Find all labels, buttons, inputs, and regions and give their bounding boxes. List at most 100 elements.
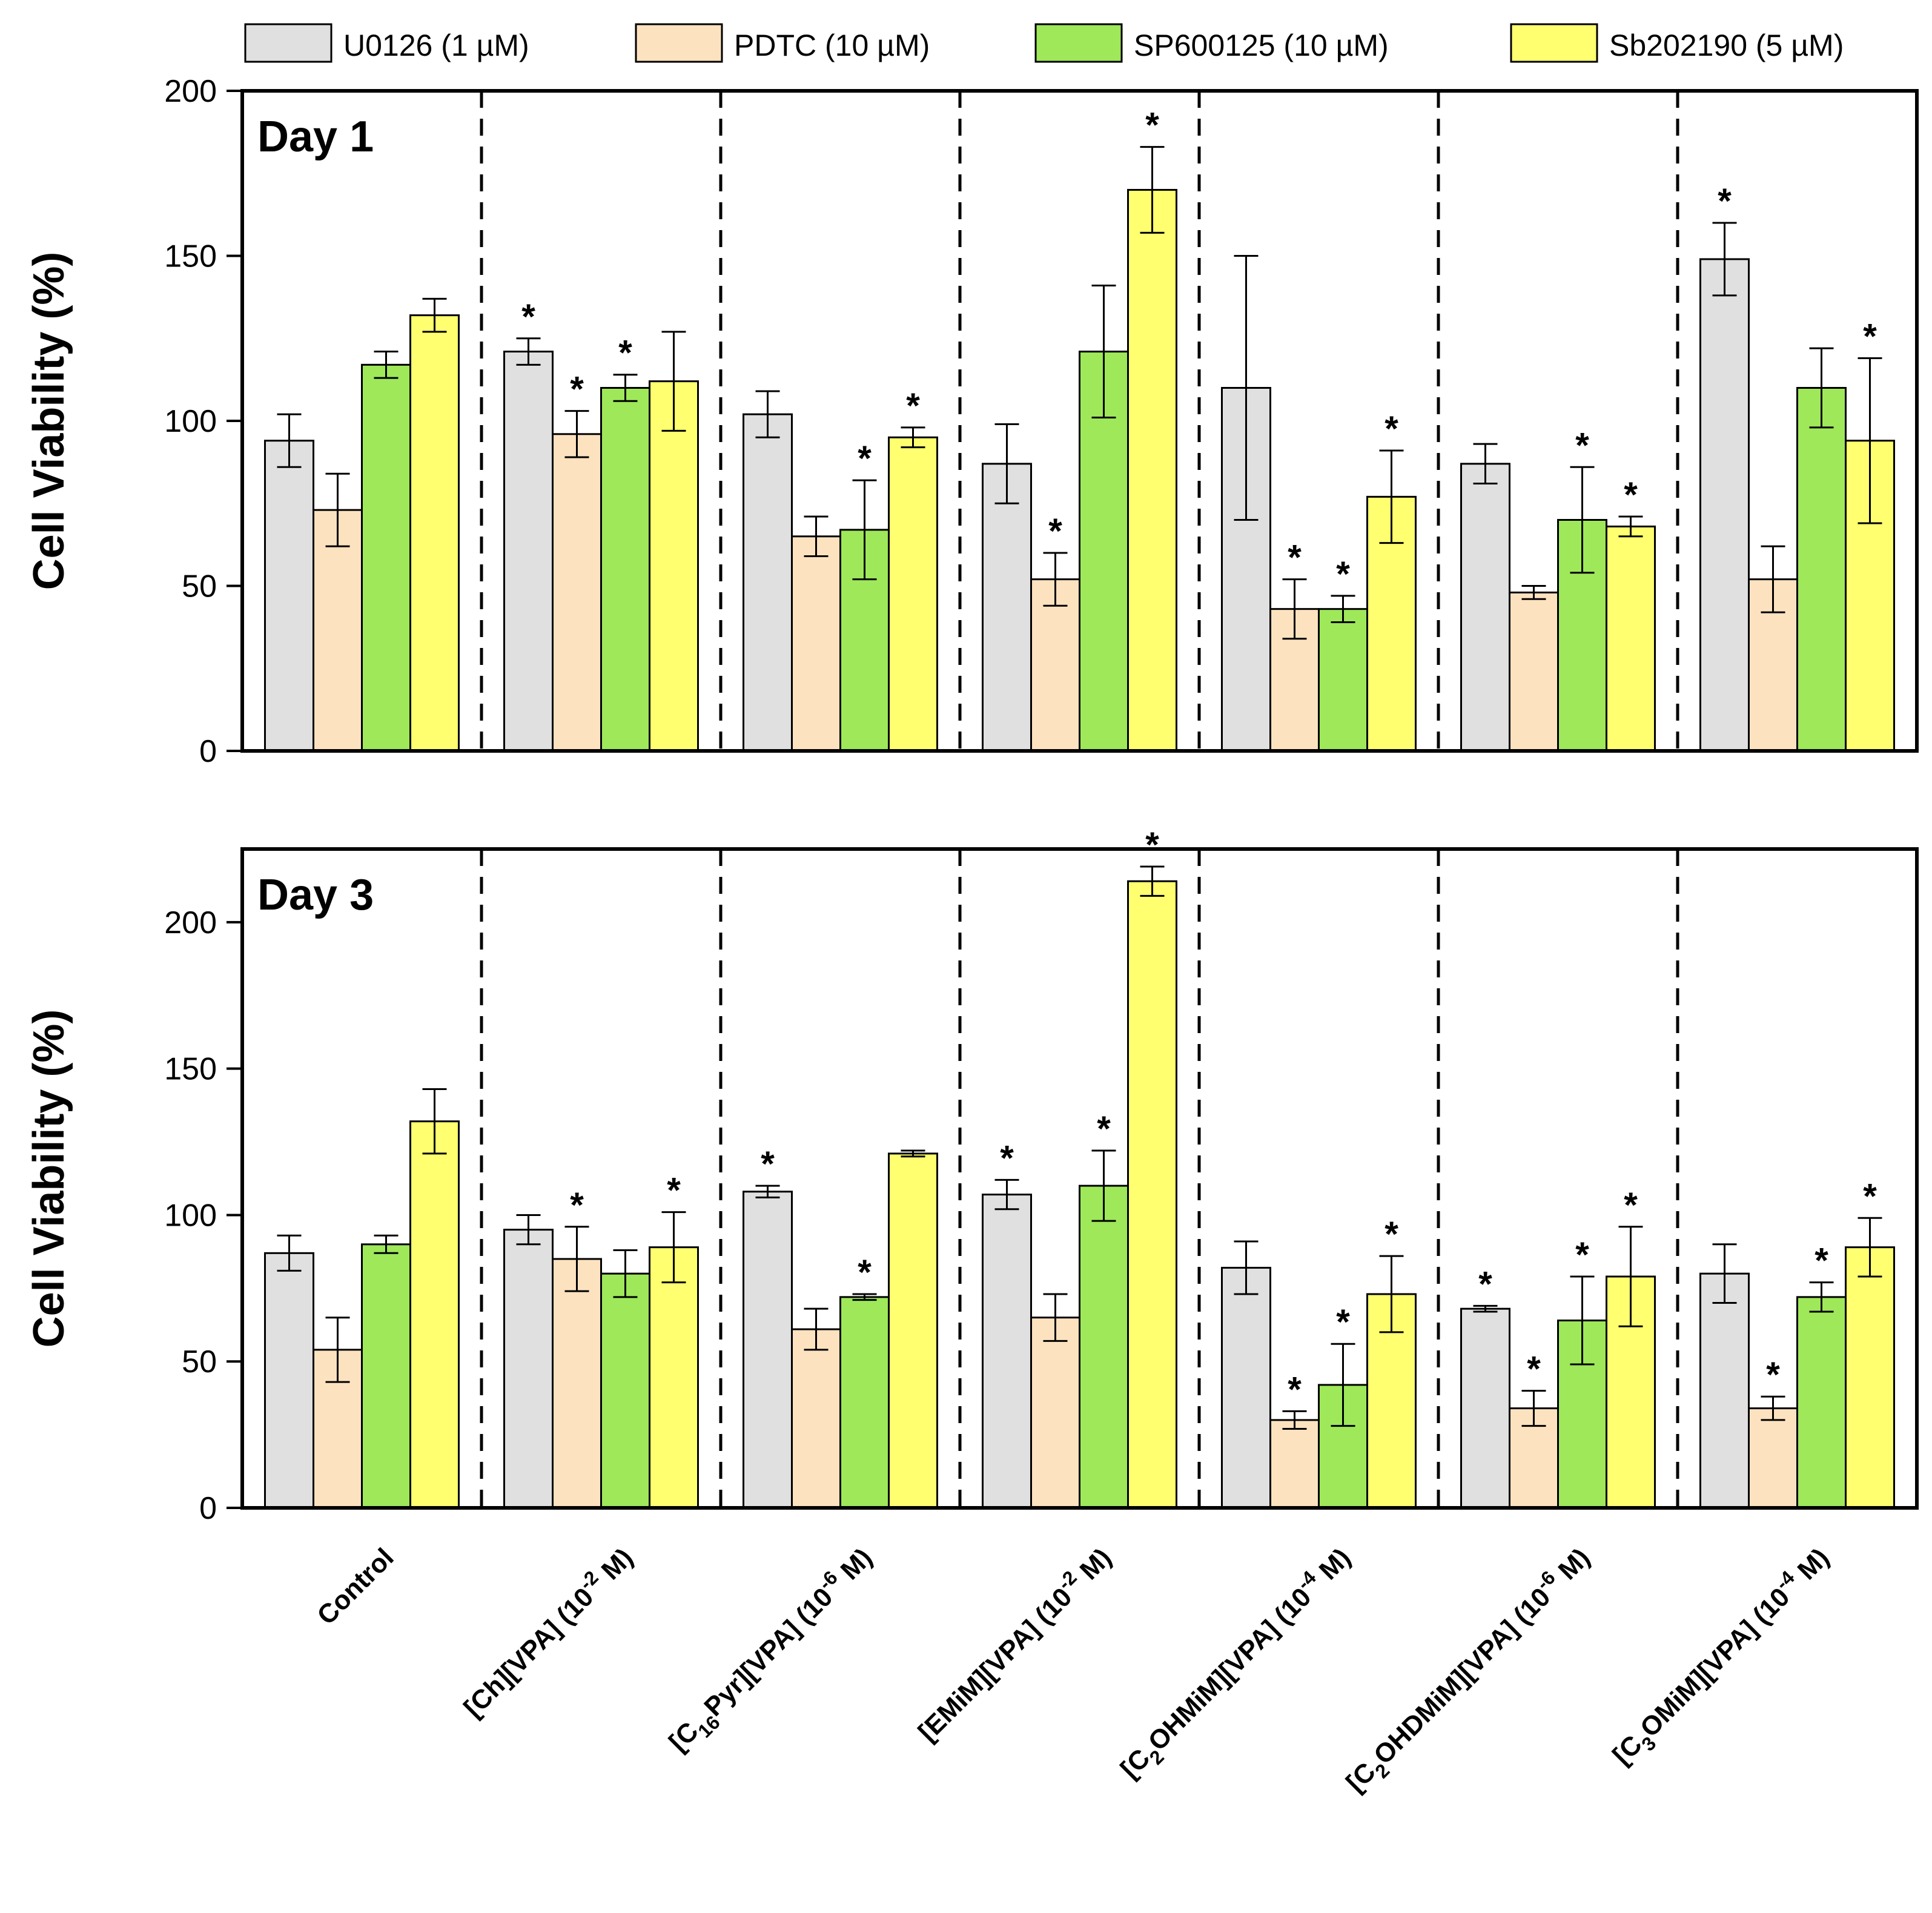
panel-day-1: Cell Viability (%) Day 1 0 50 100 150 200 * * * * *… xyxy=(25,74,1919,769)
significance-mark: * xyxy=(1624,1186,1638,1225)
significance-mark: * xyxy=(667,1171,681,1211)
legend-item-1: U0126 (1 µM) xyxy=(244,23,529,63)
significance-mark: * xyxy=(1145,825,1159,865)
significance-mark: * xyxy=(1097,1109,1111,1149)
bar xyxy=(743,413,793,752)
y-tick-label: 0 xyxy=(199,734,217,769)
bar xyxy=(888,1152,938,1509)
bar xyxy=(1509,591,1559,752)
x-category-label: Control xyxy=(311,1542,399,1630)
bar xyxy=(409,314,460,752)
bar xyxy=(552,433,602,752)
bar xyxy=(264,440,314,752)
significance-mark: * xyxy=(570,370,584,409)
bar xyxy=(791,535,841,752)
bar xyxy=(1127,189,1177,752)
bar xyxy=(649,380,699,752)
bar xyxy=(1079,1184,1129,1509)
bar xyxy=(1845,1246,1895,1509)
y-tick-label: 100 xyxy=(164,1198,217,1233)
bar xyxy=(982,1194,1032,1509)
bar xyxy=(839,1296,890,1509)
legend-swatch xyxy=(1510,23,1598,63)
significance-mark: * xyxy=(858,439,872,478)
significance-mark: * xyxy=(1048,512,1062,551)
bar xyxy=(1699,258,1750,752)
bar xyxy=(361,363,411,752)
x-category-label: [Ch][VPA] (10-2 M) xyxy=(455,1539,639,1723)
bar xyxy=(1318,608,1368,752)
legend: U0126 (1 µM) PDTC (10 µM) SP600125 (10 µM)… xyxy=(244,23,1844,63)
bar xyxy=(313,509,363,752)
bar xyxy=(1221,1266,1271,1509)
x-category-label: [C3OMiM][VPA] (10-4 M) xyxy=(1604,1539,1840,1776)
bar xyxy=(982,463,1032,752)
bar xyxy=(1127,880,1177,1509)
significance-mark: * xyxy=(1288,538,1302,578)
significance-mark: * xyxy=(1575,1235,1589,1275)
bar xyxy=(503,1229,554,1509)
panel-day-3: Cell Viability (%) Day 3 0 50 100 150 200 * * * * *… xyxy=(25,825,1919,1526)
bar xyxy=(1269,1419,1320,1509)
significance-mark: * xyxy=(1863,1177,1877,1216)
y-axis-title: Cell Viability (%) xyxy=(25,1009,73,1348)
legend-label: Sb202190 (5 µM) xyxy=(1609,28,1844,62)
bar xyxy=(1030,1317,1080,1509)
bar xyxy=(503,351,554,752)
x-category-labels: Control [Ch][VPA] (10-2 M)[C16Pyr][VPA] (… xyxy=(311,1539,1840,1803)
bar xyxy=(1460,463,1510,752)
bar xyxy=(1030,578,1080,752)
significance-mark: * xyxy=(761,1145,775,1184)
significance-mark: * xyxy=(1624,475,1638,515)
legend-item-3: SP600125 (10 µM) xyxy=(1034,23,1389,63)
legend-swatch xyxy=(244,23,332,63)
significance-mark: * xyxy=(1575,426,1589,465)
y-tick-label: 0 xyxy=(199,1491,217,1526)
significance-mark: * xyxy=(1527,1350,1541,1389)
legend-swatch xyxy=(635,23,723,63)
bar xyxy=(649,1246,699,1509)
significance-mark: * xyxy=(1478,1264,1492,1304)
bar xyxy=(552,1258,602,1509)
legend-label: PDTC (10 µM) xyxy=(734,28,930,62)
plot-frame xyxy=(240,89,1919,753)
significance-mark: * xyxy=(1000,1138,1014,1178)
bar xyxy=(1460,1307,1510,1509)
significance-mark: * xyxy=(858,1253,872,1292)
panel-title: Day 1 xyxy=(257,113,374,161)
panel-title: Day 3 xyxy=(257,871,374,919)
bar xyxy=(1796,1296,1847,1509)
significance-mark: * xyxy=(618,334,632,373)
bar xyxy=(1606,525,1656,752)
bar xyxy=(1796,387,1847,752)
bar xyxy=(361,1243,411,1509)
significance-mark: * xyxy=(1384,1215,1398,1254)
significance-mark: * xyxy=(1718,182,1732,221)
bar xyxy=(888,436,938,752)
significance-mark: * xyxy=(521,297,535,337)
bar xyxy=(791,1328,841,1509)
x-category-label: [C2OHDMiM][VPA] (10-6 M) xyxy=(1337,1539,1601,1803)
legend-label: U0126 (1 µM) xyxy=(343,28,529,62)
significance-mark: * xyxy=(1336,1303,1350,1342)
significance-mark: * xyxy=(1336,555,1350,594)
y-tick-label: 50 xyxy=(182,1344,217,1379)
y-tick-label: 200 xyxy=(164,74,217,109)
bar xyxy=(264,1252,314,1509)
x-category-label: [EMiM][VPA] (10-2 M) xyxy=(909,1539,1117,1747)
x-category-label: [C16Pyr][VPA] (10-6 M) xyxy=(660,1539,883,1762)
legend-swatch xyxy=(1034,23,1123,63)
plot-frame xyxy=(240,847,1919,1510)
y-tick-label: 200 xyxy=(164,905,217,940)
bar xyxy=(600,387,650,752)
significance-mark: * xyxy=(1384,409,1398,449)
bar xyxy=(743,1191,793,1509)
significance-mark: * xyxy=(1766,1355,1780,1395)
x-category-label: [C2OHMiM][VPA] (10-4 M) xyxy=(1111,1539,1361,1789)
legend-label: SP600125 (10 µM) xyxy=(1134,28,1389,62)
y-tick-label: 150 xyxy=(164,239,217,274)
bar xyxy=(600,1272,650,1509)
significance-mark: * xyxy=(1288,1370,1302,1409)
significance-mark: * xyxy=(1815,1241,1828,1281)
